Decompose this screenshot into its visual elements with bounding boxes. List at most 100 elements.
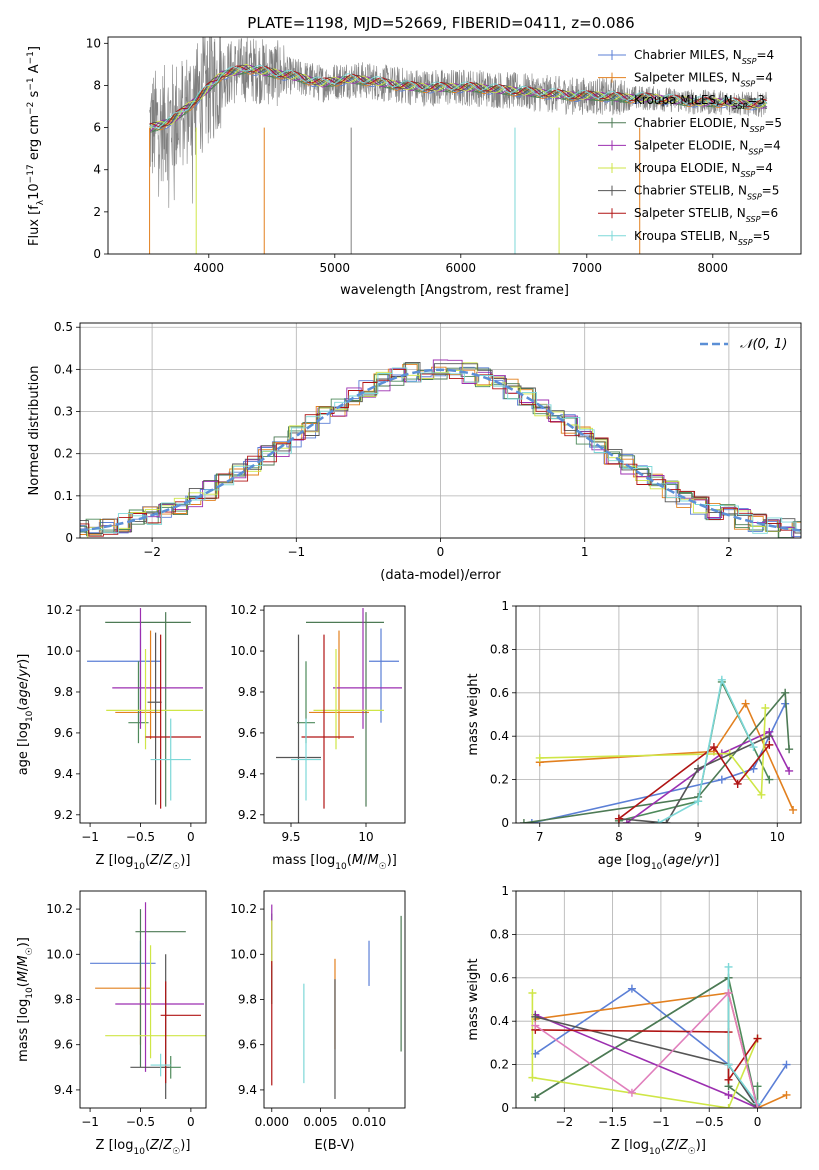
legend-entry: Salpeter STELIB, NSSP=6: [634, 206, 778, 224]
y-tick-label: 9.4: [54, 767, 73, 781]
mass-weight-vs-Z-panel: −2 −1.5 −1 −0.5 0 0 0.2 0.4 0.6 0.8 1 Z [log10(Z/Z☉…: [466, 884, 802, 1157]
legend-entry: Chabrier MILES, NSSP=4: [634, 48, 774, 66]
weight-line-5: [539, 707, 767, 798]
x-tick-label: 8: [615, 830, 623, 844]
legend-entry: 𝒩(0, 1): [740, 337, 787, 352]
y-tick-label: 0: [501, 1101, 509, 1115]
axes-frame: [79, 890, 207, 1109]
x-tick-label: −2: [555, 1115, 573, 1129]
weight-marker: [654, 819, 663, 823]
plot-area: [80, 359, 801, 538]
x-tick-label: 9.5: [281, 830, 300, 844]
x-tick-label: −1: [287, 545, 305, 559]
weight-line-8: [727, 967, 759, 1105]
weight-marker: [757, 790, 766, 799]
age-vs-Z-panel: −1 −0.5 0 9.2 9.4 9.6 9.8 10.0 10.2 Z [log10(Z/Z☉…: [16, 603, 207, 872]
y-tick-label: 10.2: [230, 603, 257, 617]
y-tick-label: 9.4: [238, 1083, 257, 1097]
y-axis-label: mass [log10(M/M☉)]: [16, 937, 35, 1062]
y-axis-label: Normed distribution: [27, 366, 42, 496]
y-tick-label: 9.6: [238, 726, 257, 740]
y-tick-label: 0.1: [54, 489, 73, 503]
x-tick-label: 0.010: [352, 1115, 386, 1129]
y-tick-label: 6: [93, 121, 101, 135]
weight-marker: [717, 775, 726, 784]
age-vs-mass-panel: 9.5 10 9.2 9.4 9.6 9.8 10.0 10.2 mass [log10(M/M…: [230, 603, 406, 872]
x-tick-label: −0.5: [695, 1115, 724, 1129]
x-axis-label: wavelength [Angstrom, rest frame]: [340, 283, 569, 298]
y-tick-label: 0.6: [490, 686, 509, 700]
mass-vs-Z-panel: −1 −0.5 0 9.4 9.6 9.8 10.0 10.2 Z [log10(Z/Z☉)] m…: [16, 890, 207, 1157]
weight-line-5: [531, 993, 759, 1108]
y-axis-label: age [log10(age/yr)]: [16, 654, 35, 776]
x-tick-label: −0.5: [126, 1115, 155, 1129]
weight-marker: [528, 988, 537, 997]
weight-marker: [765, 740, 774, 749]
x-axis-label: Z [log10(Z/Z☉)]: [96, 1138, 191, 1157]
weight-line-6: [618, 735, 770, 823]
plot-area: [528, 962, 791, 1108]
model-line-1: [149, 68, 768, 131]
weight-marker: [662, 819, 671, 823]
y-axis-label: mass weight: [466, 673, 481, 755]
weight-marker: [785, 766, 794, 775]
weight-marker: [782, 1060, 791, 1069]
weight-marker: [724, 1104, 733, 1108]
weight-marker: [627, 1088, 636, 1097]
weight-marker: [519, 819, 528, 823]
axes-frame: [263, 890, 406, 1109]
histogram-3: [80, 362, 801, 538]
x-tick-label: −2: [143, 545, 161, 559]
spectrum-panel: 4000 5000 6000 7000 8000 0 2 4 6 8 10 wavelength [A…: [26, 36, 802, 298]
y-tick-label: 1: [501, 884, 509, 898]
x-tick-label: 0: [754, 1115, 762, 1129]
plot-area: [519, 675, 798, 823]
weight-marker: [694, 797, 703, 806]
model-line-0: [149, 67, 768, 130]
y-tick-label: 10.2: [230, 902, 257, 916]
y-tick-label: 0.4: [490, 1014, 509, 1028]
weight-marker: [622, 819, 631, 823]
weight-marker: [724, 1060, 733, 1069]
weight-marker: [785, 745, 794, 754]
x-tick-label: 10: [770, 830, 785, 844]
x-tick-label: 7000: [572, 261, 603, 275]
model-line-8: [149, 64, 768, 129]
axes-frame: [79, 322, 802, 539]
legend-entry: Salpeter MILES, NSSP=4: [634, 71, 773, 89]
histogram-1: [80, 363, 801, 535]
weight-marker: [724, 1090, 733, 1099]
y-tick-label: 9.2: [54, 808, 73, 822]
y-tick-label: 10.2: [46, 902, 73, 916]
weight-marker: [724, 988, 733, 997]
y-axis-label: mass weight: [466, 958, 481, 1040]
x-tick-label: 8000: [698, 261, 729, 275]
y-tick-label: 9.8: [54, 685, 73, 699]
x-tick-label: 6000: [446, 261, 477, 275]
weight-marker: [789, 805, 798, 814]
weight-marker: [761, 703, 770, 712]
y-tick-label: 10.0: [46, 644, 73, 658]
weight-marker: [614, 814, 623, 823]
weight-marker: [531, 1093, 540, 1102]
axes-frame: [263, 605, 406, 824]
weight-marker: [627, 984, 636, 993]
plot-area: [271, 904, 402, 1099]
x-tick-label: −1.5: [598, 1115, 627, 1129]
x-axis-label: Z [log10(Z/Z☉)]: [96, 853, 191, 872]
residuals-panel: −2 −1 0 1 2 0 0.1 0.2 0.3 0.4 0.5 (data-model)/erro…: [27, 320, 802, 583]
x-tick-label: 0: [187, 1115, 195, 1129]
x-tick-label: 7: [536, 830, 544, 844]
legend-entry: Kroupa MILES, NSSP=3: [634, 93, 765, 111]
x-tick-label: 1: [581, 545, 589, 559]
y-tick-label: 4: [93, 163, 101, 177]
weight-line-0: [531, 703, 786, 823]
axes-frame: [79, 605, 207, 824]
y-tick-label: 10.0: [46, 947, 73, 961]
x-axis-label: age [log10(age/yr)]: [598, 853, 720, 872]
gaussian-reference-line: [80, 368, 801, 532]
weight-marker: [733, 779, 742, 788]
weight-marker: [724, 1075, 733, 1084]
histogram-5: [80, 362, 801, 538]
